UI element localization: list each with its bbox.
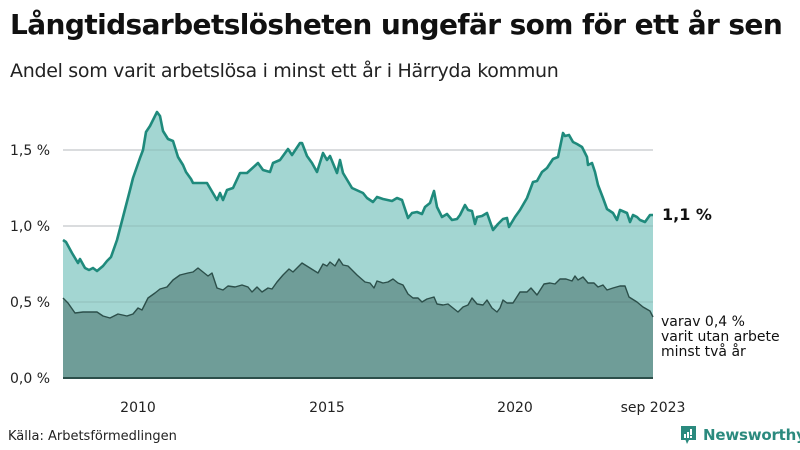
newsworthy-logo: Newsworthy (680, 425, 800, 445)
y-axis-labels: 0,0 % 0,5 % 1,0 % 1,5 % (10, 143, 50, 387)
source-credit: Källa: Arbetsförmedlingen (8, 429, 177, 444)
line-total (62, 110, 653, 273)
y-tick-label: 0,5 % (10, 295, 50, 311)
x-tick-label: 2020 (497, 400, 533, 416)
chart-subtitle: Andel som varit arbetslösa i minst ett å… (10, 60, 559, 82)
annotation-line: varit utan arbete (661, 329, 780, 345)
area-two-year (63, 259, 653, 378)
x-tick-label: 2015 (309, 400, 345, 416)
brand-name: Newsworthy (703, 426, 800, 444)
x-axis-labels: 2010 2015 2020 sep 2023 (120, 400, 685, 416)
gridlines-front (63, 149, 653, 303)
latest-total-label: 1,1 % (662, 205, 712, 224)
line-two-year (62, 258, 654, 319)
annotation-line: varav 0,4 % (661, 314, 745, 330)
y-tick-label: 1,0 % (10, 219, 50, 235)
x-tick-label: sep 2023 (621, 400, 686, 416)
x-tick-label: 2010 (120, 400, 156, 416)
y-tick-label: 0,0 % (10, 371, 50, 387)
chart-title: Långtidsarbetslösheten ungefär som för e… (10, 8, 783, 41)
annotation-line: minst två år (661, 344, 746, 360)
bar-chart-speech-bubble-icon (681, 426, 696, 444)
latest-two-year-label: varav 0,4 % varit utan arbete minst två … (661, 315, 780, 360)
y-tick-label: 1,5 % (10, 143, 50, 159)
